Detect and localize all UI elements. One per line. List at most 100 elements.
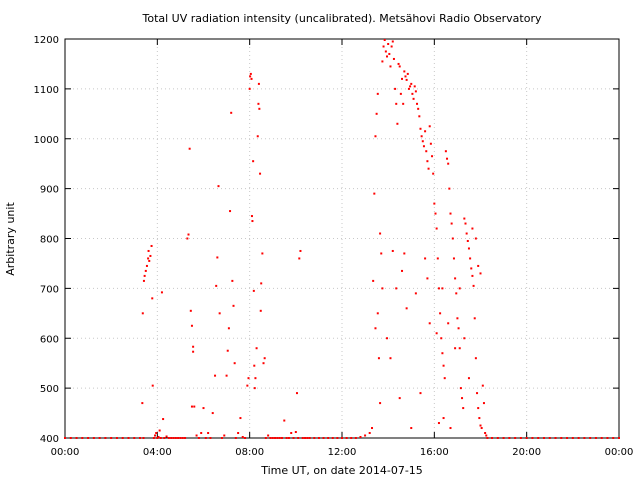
data-point [271,437,274,439]
data-point [139,437,142,439]
data-point [121,437,124,439]
data-point [81,437,84,439]
data-point [247,377,250,380]
data-point [292,437,295,439]
data-point [403,252,406,255]
data-point [148,259,151,262]
data-point [426,277,429,280]
data-point [156,437,159,439]
data-point [424,130,427,133]
data-point [428,322,431,325]
x-tick-label: 00:00 [51,447,80,458]
data-point [92,437,95,439]
data-point [413,85,416,88]
data-point [412,97,415,100]
data-point [537,437,540,439]
data-point [193,405,196,408]
data-point [230,111,233,114]
data-point [583,437,586,439]
data-point [589,437,592,439]
x-tick-label: 20:00 [512,447,541,458]
data-point [389,65,392,68]
data-point [416,102,419,105]
data-point [429,142,432,145]
data-point [341,437,343,439]
data-point [434,212,437,215]
data-point [229,210,232,213]
data-point [192,345,195,348]
data-point [149,254,152,257]
data-point [403,70,406,73]
data-point [172,437,175,439]
data-point [419,127,422,130]
data-point [480,427,483,430]
data-point [241,436,244,439]
data-point [439,312,442,315]
data-point [437,287,440,290]
data-point [207,432,210,435]
data-point [469,257,472,260]
data-point [479,272,482,275]
data-point [391,249,394,252]
data-point [474,237,477,240]
data-point [376,92,379,95]
data-point [452,257,455,260]
data-point [449,212,452,215]
data-point [447,322,450,325]
data-point [248,87,251,90]
data-point [519,437,522,439]
data-point [465,232,468,235]
data-point [159,437,162,439]
data-point [151,297,154,300]
data-point [600,437,603,439]
data-point [454,277,457,280]
data-point [211,412,214,415]
data-point [390,45,393,48]
data-point [322,437,325,439]
data-point [435,227,438,230]
data-point [398,65,401,68]
data-point [223,434,226,437]
data-point [251,220,254,223]
data-point [190,405,193,408]
data-point [384,50,387,53]
x-tick-label: 12:00 [328,447,357,458]
data-point [285,437,288,439]
data-point [485,434,488,437]
data-point [417,107,420,110]
data-point [548,437,551,439]
data-point [158,429,161,432]
data-point [110,437,113,439]
data-point [141,402,144,405]
data-point [155,432,158,435]
data-point [450,222,453,225]
data-point [181,437,184,439]
data-point [594,437,597,439]
data-point [486,437,489,439]
data-point [331,437,334,439]
y-tick-label: 1000 [34,135,59,146]
data-point [179,437,182,439]
data-point [104,437,107,439]
data-point [421,140,424,143]
data-point [192,350,195,353]
y-tick-label: 1200 [34,35,59,46]
data-point [448,187,451,190]
data-point [301,437,304,439]
data-point [174,437,177,439]
data-point [195,434,198,437]
data-point [253,364,256,367]
data-point [428,125,431,128]
data-point [443,377,446,380]
data-point [298,257,301,260]
data-point [454,347,457,350]
data-point [478,417,481,420]
data-point [177,437,180,439]
data-point [87,437,90,439]
data-point [462,407,465,410]
data-point [395,287,398,290]
data-point [414,292,417,295]
data-point [249,75,252,78]
data-point [160,291,163,294]
